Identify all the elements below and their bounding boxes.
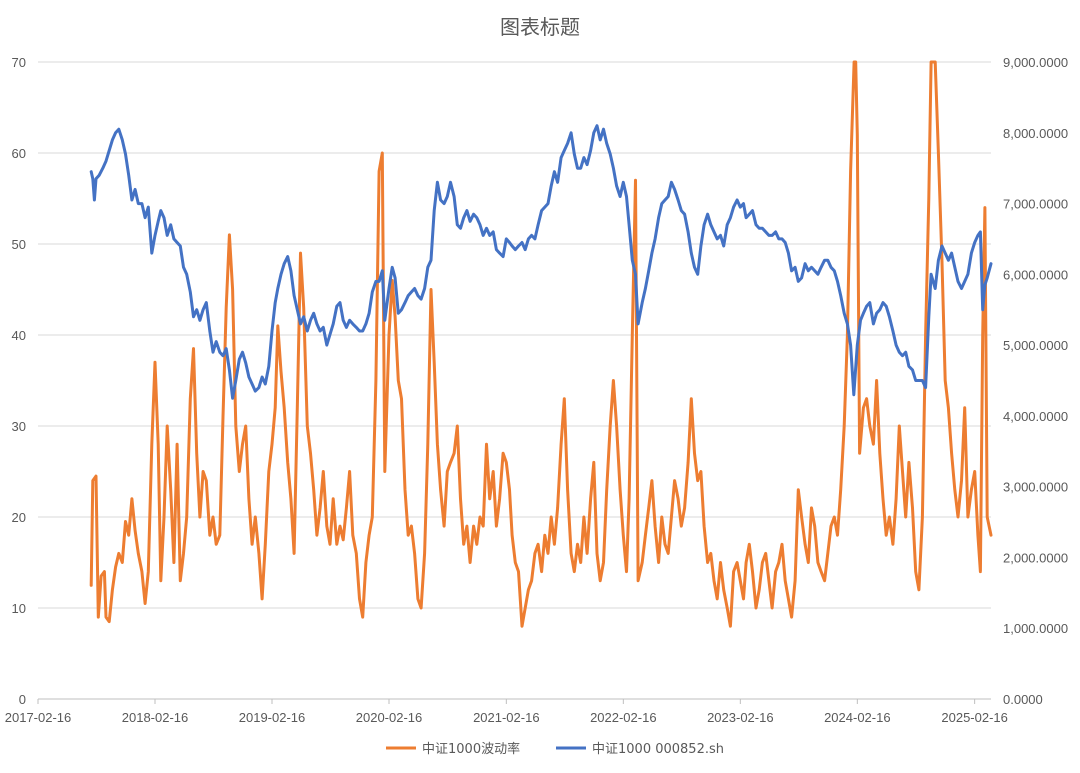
legend-label: 中证1000 000852.sh bbox=[592, 742, 724, 757]
series-line-index bbox=[89, 124, 993, 400]
x-axis-tick-label: 2018-02-16 bbox=[122, 710, 189, 725]
right-axis-tick-label: 9,000.0000 bbox=[1003, 55, 1068, 70]
left-axis-tick-label: 70 bbox=[12, 55, 26, 70]
series-group bbox=[89, 60, 993, 628]
x-axis-tick-label: 2024-02-16 bbox=[824, 710, 891, 725]
left-axis-tick-labels: 0 10 20 30 40 50 60 70 bbox=[12, 55, 26, 707]
x-axis-tick-label: 2023-02-16 bbox=[707, 710, 774, 725]
x-axis-tick-label: 2020-02-16 bbox=[356, 710, 423, 725]
left-axis-tick-label: 60 bbox=[12, 146, 26, 161]
left-axis-tick-label: 0 bbox=[19, 692, 26, 707]
left-axis-tick-label: 10 bbox=[12, 601, 26, 616]
x-axis-tick-label: 2021-02-16 bbox=[473, 710, 540, 725]
x-axis-tick-label: 2022-02-16 bbox=[590, 710, 657, 725]
right-axis-tick-label: 0.0000 bbox=[1003, 692, 1043, 707]
legend-label: 中证1000波动率 bbox=[422, 741, 520, 757]
left-axis-tick-label: 30 bbox=[12, 419, 26, 434]
x-axis-tick-label: 2017-02-16 bbox=[5, 710, 72, 725]
chart-title: 图表标题 bbox=[500, 15, 580, 39]
right-axis-tick-label: 7,000.0000 bbox=[1003, 197, 1068, 212]
series-line-volatility bbox=[89, 60, 993, 628]
x-axis-tick-labels: 2017-02-16 2018-02-16 2019-02-16 2020-02-16… bbox=[5, 699, 1008, 725]
left-axis-tick-label: 40 bbox=[12, 328, 26, 343]
right-axis-tick-label: 4,000.0000 bbox=[1003, 409, 1068, 424]
right-axis-tick-label: 6,000.0000 bbox=[1003, 267, 1068, 282]
right-axis-tick-label: 3,000.0000 bbox=[1003, 480, 1068, 495]
x-axis-tick-label: 2019-02-16 bbox=[239, 710, 306, 725]
right-axis-tick-label: 8,000.0000 bbox=[1003, 126, 1068, 141]
right-axis-tick-labels: 0.0000 1,000.0000 2,000.0000 3,000.0000 4,00… bbox=[1003, 55, 1068, 707]
right-axis-tick-label: 2,000.0000 bbox=[1003, 550, 1068, 565]
legend: 中证1000波动率 中证1000 000852.sh bbox=[386, 741, 724, 757]
left-axis-tick-label: 50 bbox=[12, 237, 26, 252]
x-axis-tick-label: 2025-02-16 bbox=[941, 710, 1008, 725]
left-axis-tick-label: 20 bbox=[12, 510, 26, 525]
right-axis-tick-label: 5,000.0000 bbox=[1003, 338, 1068, 353]
right-axis-tick-label: 1,000.0000 bbox=[1003, 621, 1068, 636]
